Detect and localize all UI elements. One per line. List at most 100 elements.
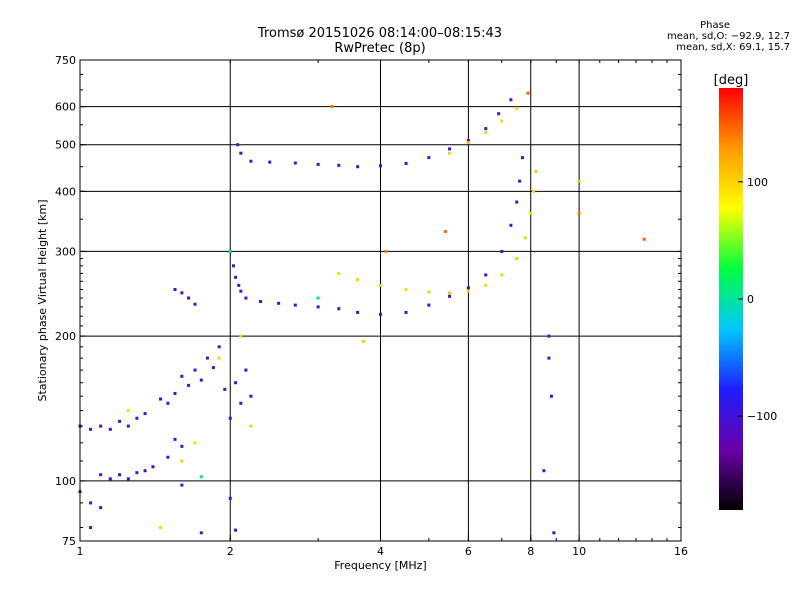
- data-point: [484, 127, 488, 131]
- data-point: [244, 368, 248, 372]
- data-point: [126, 424, 130, 428]
- data-point: [108, 427, 112, 431]
- data-point: [293, 303, 297, 307]
- data-point: [173, 437, 177, 441]
- data-point: [427, 156, 431, 160]
- x-tick-label: 16: [674, 545, 688, 558]
- data-point: [126, 409, 130, 413]
- colorbar-tick-label: 100: [747, 176, 768, 189]
- data-point: [99, 506, 103, 510]
- data-point: [99, 473, 103, 477]
- data-point: [249, 424, 253, 428]
- data-point: [180, 374, 184, 378]
- data-point: [205, 356, 209, 360]
- data-point: [217, 345, 221, 349]
- data-point: [518, 179, 522, 183]
- data-point: [135, 471, 139, 475]
- chart-title: Tromsø 20151026 08:14:00–08:15:43 RwPret…: [230, 26, 530, 56]
- data-point: [547, 334, 551, 338]
- data-point: [193, 302, 197, 306]
- data-point: [193, 441, 197, 445]
- data-point: [577, 211, 581, 215]
- data-point: [180, 291, 184, 295]
- data-point: [404, 287, 408, 291]
- phase-stats: Phase mean, sd,O: −92.9, 12.7 mean, sd,X…: [560, 20, 790, 53]
- data-point: [642, 237, 646, 241]
- data-point: [211, 366, 215, 370]
- data-point: [118, 473, 122, 477]
- y-tick-label: 100: [55, 475, 76, 488]
- data-point: [316, 296, 320, 300]
- data-point: [531, 189, 535, 193]
- data-point: [166, 455, 170, 459]
- data-point: [356, 278, 360, 282]
- data-point: [448, 151, 452, 155]
- data-point: [239, 334, 243, 338]
- data-point: [384, 249, 388, 253]
- data-point: [234, 381, 238, 385]
- data-point: [126, 477, 130, 481]
- data-point: [466, 286, 470, 290]
- data-point: [500, 249, 504, 253]
- x-tick-label: 8: [527, 545, 534, 558]
- x-tick-label: 2: [227, 545, 234, 558]
- data-point: [135, 416, 139, 420]
- data-point: [520, 156, 524, 160]
- data-point: [237, 283, 241, 287]
- data-point: [337, 163, 341, 167]
- colorbar-tick-label: −100: [747, 410, 777, 423]
- y-tick-label: 400: [55, 185, 76, 198]
- data-point: [180, 459, 184, 463]
- data-point: [239, 289, 243, 293]
- data-point: [549, 394, 553, 398]
- phase-heading: Phase: [700, 20, 730, 31]
- data-point: [99, 424, 103, 428]
- data-point: [427, 303, 431, 307]
- data-point: [316, 162, 320, 166]
- data-point: [356, 310, 360, 314]
- data-point: [89, 427, 93, 431]
- data-point: [466, 141, 470, 145]
- data-point: [228, 496, 232, 500]
- data-point: [166, 401, 170, 405]
- data-point: [448, 147, 452, 151]
- y-tick-label: 600: [55, 101, 76, 114]
- y-tick-label: 750: [55, 54, 76, 67]
- data-point: [199, 531, 203, 535]
- data-point: [547, 356, 551, 360]
- colorbar-unit: [deg]: [714, 73, 749, 88]
- y-tick-label: 200: [55, 330, 76, 343]
- data-point: [187, 296, 191, 300]
- data-point: [159, 526, 163, 530]
- colorbar-ticks: 100 0 −100: [738, 176, 777, 423]
- data-point: [466, 139, 470, 143]
- data-point: [529, 211, 533, 215]
- data-point: [427, 290, 431, 294]
- data-point: [515, 256, 519, 260]
- data-point: [500, 119, 504, 123]
- data-point: [337, 271, 341, 275]
- data-point: [484, 273, 488, 277]
- data-point: [231, 264, 235, 268]
- data-point: [199, 475, 203, 479]
- data-point: [151, 465, 155, 469]
- x-tick-label: 6: [465, 545, 472, 558]
- data-point: [577, 179, 581, 183]
- data-point: [89, 501, 93, 505]
- y-tick-label: 75: [62, 535, 76, 548]
- data-point: [143, 412, 147, 416]
- x-tick-label: 10: [572, 545, 586, 558]
- data-point: [173, 391, 177, 395]
- data-point: [500, 273, 504, 277]
- data-point: [249, 159, 253, 163]
- data-point: [379, 312, 382, 316]
- data-point: [234, 275, 238, 279]
- data-point: [173, 287, 177, 291]
- phase-stats-x: mean, sd,X: 69.1, 15.7: [676, 42, 790, 53]
- data-point: [337, 307, 341, 311]
- data-point: [356, 165, 360, 169]
- grid-lines: [80, 60, 681, 541]
- x-axis-label: Frequency [MHz]: [334, 559, 426, 572]
- x-tick-label: 4: [377, 545, 384, 558]
